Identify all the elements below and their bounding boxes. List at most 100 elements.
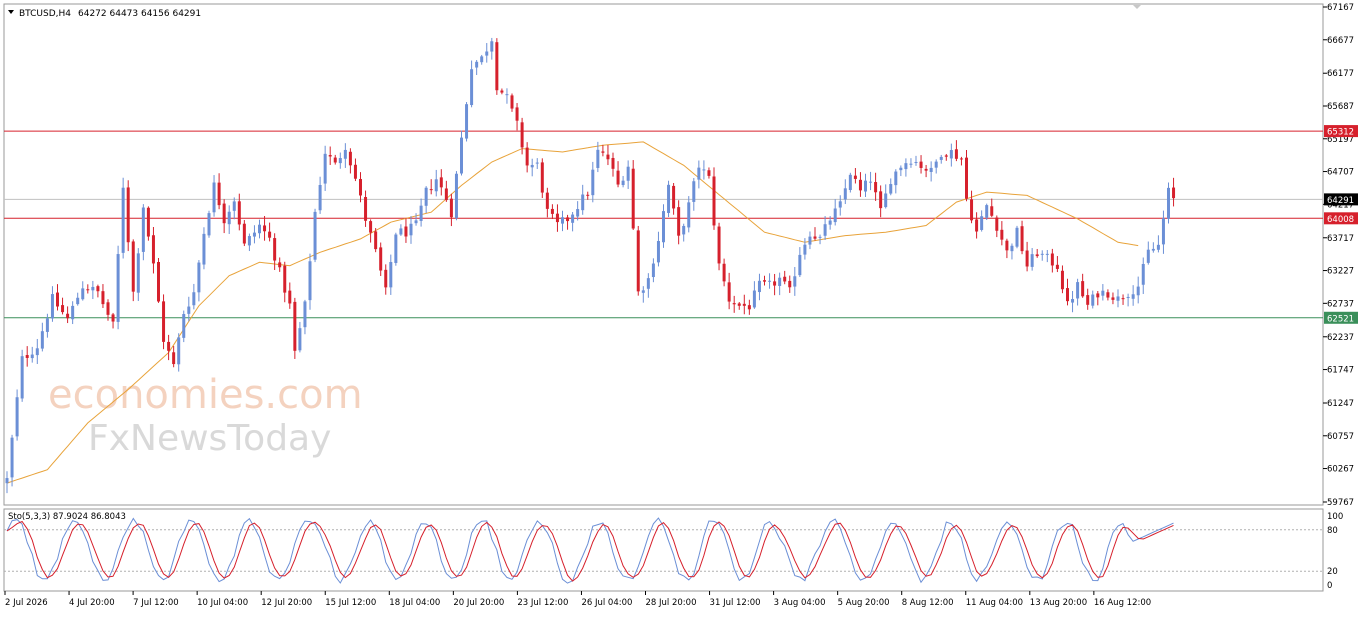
candle-bear <box>879 191 883 209</box>
candle-bull <box>1141 263 1145 285</box>
candle-bear <box>1106 292 1110 298</box>
candle-bull <box>621 180 625 186</box>
stoch-tick-label: 100 <box>1327 512 1343 522</box>
candle-bull <box>490 41 494 52</box>
candle-bear <box>439 177 443 188</box>
candle-bull <box>45 318 49 332</box>
candle-bull <box>656 240 660 263</box>
y-tick-label: 60757 <box>1327 432 1354 442</box>
candle-bull <box>1015 227 1019 247</box>
candle-bull <box>187 306 191 314</box>
candle-bull <box>399 228 403 235</box>
candle-bear <box>707 170 711 176</box>
candle-bull <box>904 163 908 170</box>
candle-bull <box>793 276 797 287</box>
candle-bull <box>252 232 256 237</box>
stoch-tick-label: 20 <box>1327 567 1338 577</box>
candle-bear <box>379 247 383 271</box>
candle-bull <box>697 167 701 180</box>
stochastic-axis: 100 80 20 0 <box>1327 512 1343 591</box>
candle-bear <box>515 107 519 121</box>
candle-bull <box>1101 290 1105 296</box>
candle-bear <box>359 178 362 196</box>
candle-bull <box>818 236 822 238</box>
candle-bull <box>561 217 564 224</box>
candle-bull <box>934 161 938 168</box>
candle-bear <box>919 161 923 168</box>
candle-bear <box>1081 281 1085 297</box>
stoch-main-line <box>6 517 1174 584</box>
candle-bull <box>1161 218 1165 245</box>
candle-bull <box>20 356 24 399</box>
candle-bear <box>737 303 741 306</box>
candle-bull <box>258 224 261 234</box>
candle-bear <box>495 42 499 91</box>
candle-bear <box>747 305 751 310</box>
y-tick-label: 62737 <box>1327 299 1354 309</box>
candle-bear <box>773 281 777 286</box>
x-tick-label: 18 Jul 04:00 <box>389 598 440 608</box>
stochastic-lines <box>4 517 1323 584</box>
collapse-arrow-icon[interactable] <box>8 10 14 14</box>
candle-bull <box>894 171 898 186</box>
candle-bear <box>1005 240 1009 251</box>
x-tick-label: 15 Jul 12:00 <box>325 598 376 608</box>
candle-bear <box>1025 250 1029 267</box>
candle-bear <box>369 221 373 233</box>
candle-bull <box>843 188 847 200</box>
candle-bull <box>1071 299 1075 303</box>
candle-bull <box>1076 282 1080 299</box>
candle-bull <box>576 209 580 217</box>
candle-bear <box>283 265 287 293</box>
candle-bull <box>480 56 484 63</box>
candle-bull <box>470 69 474 106</box>
candle-bull <box>641 290 645 293</box>
x-tick-label: 5 Aug 20:00 <box>838 598 890 608</box>
candle-bear <box>237 201 241 225</box>
candle-bear <box>172 352 176 365</box>
candle-bull <box>116 254 120 322</box>
y-tick-label: 66177 <box>1327 69 1354 79</box>
candle-bear <box>970 199 974 221</box>
candle-bull <box>929 167 933 172</box>
x-tick-label: 13 Aug 20:00 <box>1030 598 1087 608</box>
x-tick-label: 10 Jul 04:00 <box>197 598 248 608</box>
candle-bear <box>25 355 29 358</box>
candle-bull <box>192 292 196 306</box>
candle-bull <box>980 216 984 230</box>
candle-bull <box>232 201 236 211</box>
candle-bear <box>965 157 968 199</box>
candle-bull <box>808 236 812 245</box>
y-tick-label: 61747 <box>1327 366 1354 376</box>
shift-marker-icon[interactable] <box>1133 5 1141 9</box>
x-tick-label: 2 Jul 2026 <box>5 598 48 608</box>
candle-bull <box>419 205 423 221</box>
candle-bull <box>535 162 539 164</box>
candle-bull <box>91 286 95 291</box>
candle-bear <box>374 231 378 250</box>
candle-bull <box>778 277 782 286</box>
candle-bear <box>353 164 357 179</box>
candle-bull <box>530 164 534 168</box>
candle-bear <box>157 261 160 302</box>
candle-bear <box>525 147 529 166</box>
current-price-label: 64291 <box>1327 196 1354 206</box>
candle-bear <box>162 301 166 342</box>
candle-bear <box>540 162 544 193</box>
candle-bull <box>454 173 458 219</box>
candle-bull <box>303 301 307 328</box>
candle-bull <box>833 208 837 223</box>
candle-bull <box>465 104 469 139</box>
candle-bear <box>222 203 226 224</box>
stoch-signal-line <box>6 520 1174 582</box>
candle-bull <box>889 184 893 194</box>
candle-bull <box>177 337 181 365</box>
candle-bull <box>752 290 756 308</box>
candle-bear <box>1020 226 1024 252</box>
candle-bear <box>278 262 282 268</box>
candle-bull <box>247 236 251 246</box>
candle-bear <box>606 154 610 160</box>
candle-bull <box>692 181 696 202</box>
candle-bull <box>50 294 54 319</box>
candle-bull <box>646 278 650 289</box>
